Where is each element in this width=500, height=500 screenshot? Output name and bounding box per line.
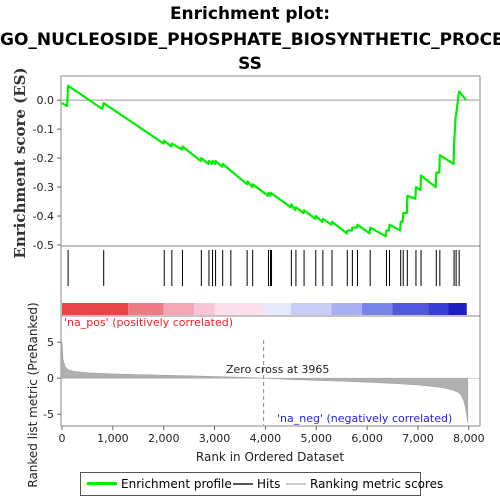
enrichment-profile-line [61, 84, 468, 238]
legend-metric-swatch [286, 483, 306, 485]
metric-ytick-label: 0 [47, 372, 54, 385]
es-ytick-label: -0.5 [33, 239, 54, 252]
rank-heat-segment [263, 303, 291, 315]
x-tick-label: 7,000 [402, 432, 434, 445]
zero-cross-label: Zero cross at 3965 [226, 363, 329, 376]
es-ytick-label: 0.0 [37, 94, 55, 107]
rank-heat-segment [362, 303, 393, 315]
rank-heat-segment [163, 303, 195, 315]
metric-panel-frame [60, 315, 481, 427]
legend-profile-label: Enrichment profile [121, 477, 232, 491]
es-ytick-label: -0.1 [33, 123, 54, 136]
plot-title-line-2: GO_NUCLEOSIDE_PHOSPHATE_BIOSYNTHETIC_PRO… [0, 30, 500, 50]
pos-correlated-label: 'na_pos' (positively correlated) [64, 316, 233, 329]
rank-heat-segment [214, 303, 264, 315]
metric-ytick-label: -5 [43, 408, 54, 421]
x-tick-label: 1,000 [97, 432, 129, 445]
es-ytick-label: -0.4 [33, 210, 54, 223]
es-ytick-label: -0.3 [33, 181, 54, 194]
x-tick-label: 8,000 [453, 432, 485, 445]
ranking-metric-area [61, 342, 469, 423]
plot-title-line-1: Enrichment plot: [169, 4, 331, 24]
metric-ytick-label: 5 [47, 336, 54, 349]
metric-axis-label: Ranked list metric (PreRanked) [26, 302, 40, 487]
legend: Enrichment profile Hits Ranking metric s… [80, 472, 443, 496]
rank-heat-segment [428, 303, 449, 315]
x-axis-label: Rank in Ordered Dataset [196, 450, 344, 464]
x-tick-label: 0 [59, 432, 66, 445]
rank-heat-segment [290, 303, 332, 315]
rank-heat-segment [392, 303, 429, 315]
rank-heat-segment [128, 303, 164, 315]
legend-hits-label: Hits [257, 477, 281, 491]
rank-heat-segment [62, 303, 129, 315]
rank-heat-segment [448, 303, 467, 315]
x-tick-label: 4,000 [250, 432, 282, 445]
es-panel-frame [60, 75, 481, 247]
rank-heat-segment [331, 303, 363, 315]
x-tick-label: 5,000 [301, 432, 333, 445]
es-ytick-label: -0.2 [33, 152, 54, 165]
x-tick-label: 6,000 [351, 432, 383, 445]
es-axis-label: Enrichment score (ES) [11, 67, 29, 258]
plot-title-line-3: SS [238, 54, 262, 74]
rank-heat-segment [194, 303, 215, 315]
legend-hits-swatch [233, 483, 253, 485]
neg-correlated-label: 'na_neg' (negatively correlated) [277, 412, 452, 425]
legend-profile-swatch [87, 482, 117, 485]
x-tick-label: 2,000 [148, 432, 180, 445]
x-tick-label: 3,000 [199, 432, 231, 445]
legend-metric-label: Ranking metric scores [310, 477, 444, 491]
